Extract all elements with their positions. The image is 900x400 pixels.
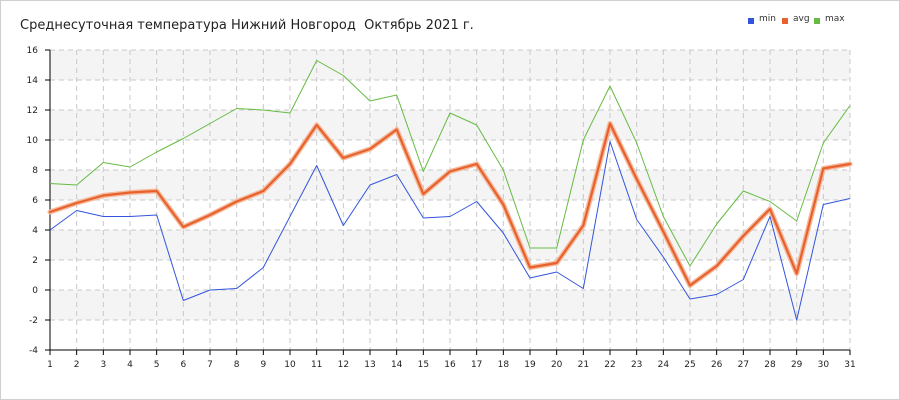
y-tick-label: 2	[32, 256, 38, 266]
y-tick-label: -2	[29, 316, 38, 326]
x-tick-label: 31	[844, 360, 855, 370]
x-tick-label: 12	[338, 360, 349, 370]
y-tick-label: 14	[27, 76, 39, 86]
x-tick-label: 16	[444, 360, 456, 370]
x-tick-label: 24	[658, 360, 670, 370]
y-tick-label: -4	[29, 346, 38, 356]
x-tick-label: 2	[74, 360, 80, 370]
x-tick-label: 20	[551, 360, 563, 370]
y-tick-label: 16	[27, 46, 39, 56]
y-tick-label: 8	[32, 166, 38, 176]
y-tick-label: 12	[27, 106, 38, 116]
x-tick-label: 4	[127, 360, 133, 370]
x-tick-label: 10	[284, 360, 296, 370]
x-tick-label: 18	[498, 360, 510, 370]
legend-label-avg: avg	[793, 14, 810, 24]
y-tick-label: 10	[27, 136, 39, 146]
x-tick-label: 29	[791, 360, 803, 370]
x-tick-label: 22	[604, 360, 615, 370]
legend-label-max: max	[825, 14, 845, 24]
x-tick-label: 28	[764, 360, 776, 370]
x-tick-label: 26	[711, 360, 723, 370]
x-tick-label: 30	[818, 360, 830, 370]
x-tick-label: 6	[180, 360, 186, 370]
x-tick-label: 23	[631, 360, 642, 370]
x-tick-label: 21	[578, 360, 589, 370]
chart-title: Среднесуточная температура Нижний Новгор…	[20, 18, 474, 33]
y-tick-label: 4	[32, 226, 38, 236]
series-line-max	[49, 60, 851, 267]
x-tick-label: 25	[684, 360, 695, 370]
legend-label-min: min	[759, 14, 776, 24]
x-tick-label: 7	[207, 360, 213, 370]
x-tick-label: 3	[100, 360, 106, 370]
x-tick-label: 9	[260, 360, 266, 370]
x-tick-label: 8	[234, 360, 240, 370]
legend-swatch-avg	[782, 18, 788, 24]
x-tick-label: 5	[154, 360, 160, 370]
x-tick-label: 1	[47, 360, 53, 370]
x-tick-label: 19	[524, 360, 536, 370]
legend-swatch-max	[814, 18, 820, 24]
y-tick-label: 6	[32, 196, 38, 206]
x-tick-label: 27	[738, 360, 749, 370]
series-line-avg	[48, 122, 852, 287]
x-tick-label: 17	[471, 360, 482, 370]
x-tick-label: 14	[391, 360, 403, 370]
y-tick-label: 0	[32, 286, 38, 296]
legend-swatch-min	[748, 18, 754, 24]
x-tick-label: 13	[364, 360, 375, 370]
x-tick-label: 11	[311, 360, 322, 370]
series-line-min	[49, 141, 851, 321]
x-tick-label: 15	[418, 360, 429, 370]
